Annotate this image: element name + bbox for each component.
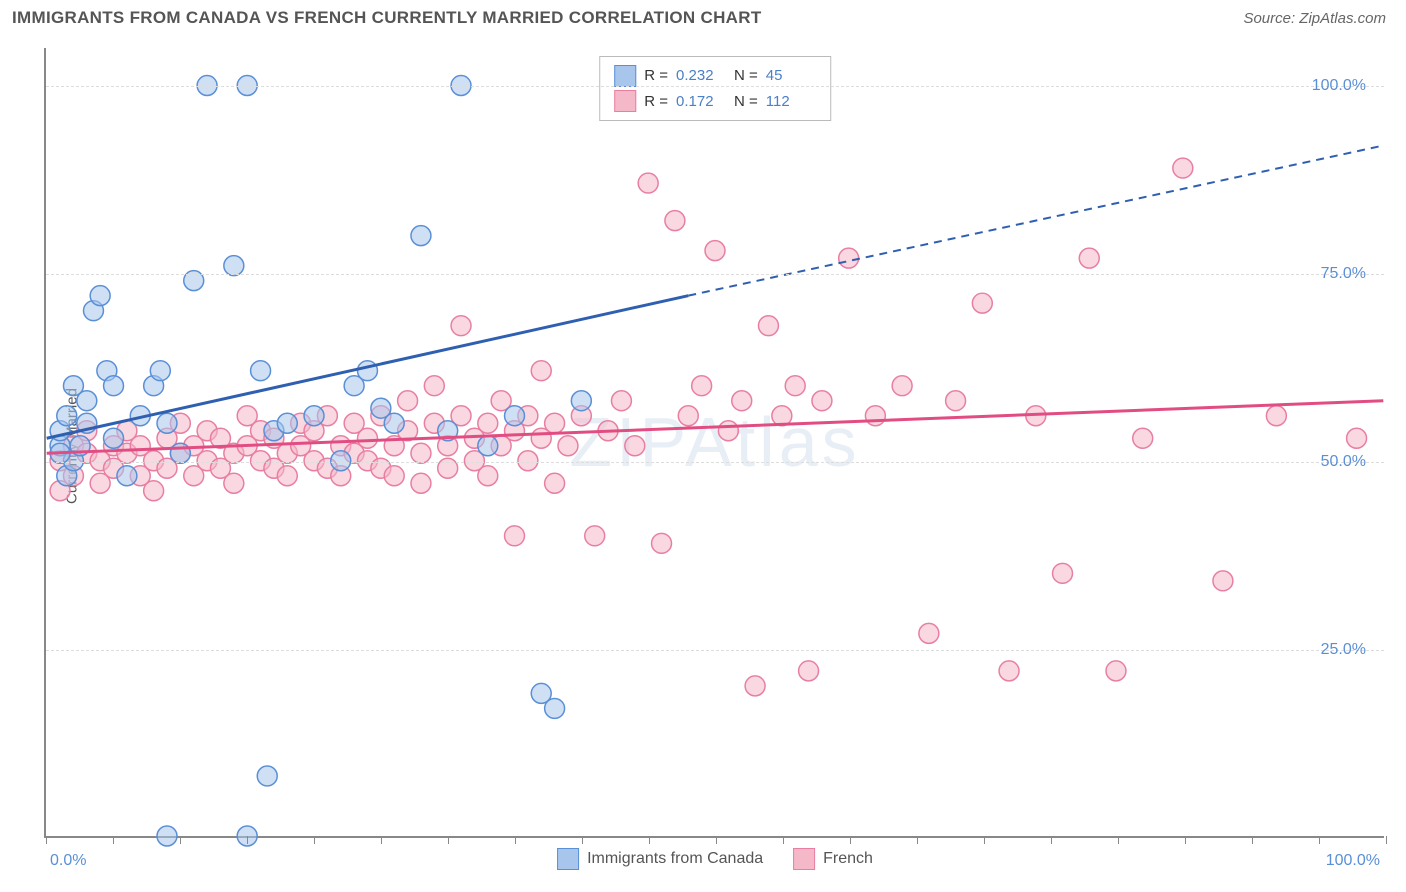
- legend-swatch-icon: [614, 90, 636, 112]
- x-axis-max-label: 100.0%: [1326, 852, 1380, 870]
- data-point: [277, 466, 297, 486]
- x-axis-min-label: 0.0%: [50, 852, 86, 870]
- y-tick-label: 25.0%: [1321, 641, 1366, 659]
- chart-source: Source: ZipAtlas.com: [1243, 10, 1386, 27]
- series-legend: Immigrants from Canada French: [557, 848, 873, 870]
- data-point: [1266, 406, 1286, 426]
- data-point: [705, 241, 725, 261]
- data-point: [478, 466, 498, 486]
- data-point: [758, 316, 778, 336]
- data-point: [1133, 428, 1153, 448]
- data-point: [505, 406, 525, 426]
- data-point: [90, 286, 110, 306]
- correlation-legend: R = 0.232 N = 45 R = 0.172 N = 112: [599, 56, 831, 121]
- data-point: [1347, 428, 1367, 448]
- data-point: [411, 443, 431, 463]
- data-point: [545, 698, 565, 718]
- legend-item-series1: Immigrants from Canada: [557, 848, 763, 870]
- data-point: [892, 376, 912, 396]
- data-point: [1079, 248, 1099, 268]
- data-point: [224, 473, 244, 493]
- data-point: [518, 451, 538, 471]
- data-point: [946, 391, 966, 411]
- data-point: [384, 466, 404, 486]
- data-point: [104, 428, 124, 448]
- data-point: [505, 526, 525, 546]
- scatter-plot-svg: [46, 48, 1384, 836]
- legend-swatch-icon: [793, 848, 815, 870]
- data-point: [1213, 571, 1233, 591]
- legend-n-value: 112: [766, 89, 816, 115]
- data-point: [424, 376, 444, 396]
- data-point: [1053, 563, 1073, 583]
- data-point: [358, 361, 378, 381]
- legend-label: Immigrants from Canada: [587, 850, 763, 868]
- data-point: [718, 421, 738, 441]
- data-point: [358, 428, 378, 448]
- legend-r-label: R =: [644, 89, 668, 115]
- data-point: [678, 406, 698, 426]
- data-point: [571, 391, 591, 411]
- legend-item-series2: French: [793, 848, 873, 870]
- data-point: [304, 406, 324, 426]
- chart-title: IMMIGRANTS FROM CANADA VS FRENCH CURRENT…: [12, 8, 762, 28]
- data-point: [277, 413, 297, 433]
- data-point: [785, 376, 805, 396]
- data-point: [104, 376, 124, 396]
- data-point: [157, 413, 177, 433]
- data-point: [251, 361, 271, 381]
- data-point: [545, 413, 565, 433]
- data-point: [478, 436, 498, 456]
- data-point: [150, 361, 170, 381]
- data-point: [411, 226, 431, 246]
- data-point: [625, 436, 645, 456]
- data-point: [451, 316, 471, 336]
- data-point: [478, 413, 498, 433]
- y-tick-label: 75.0%: [1321, 265, 1366, 283]
- data-point: [638, 173, 658, 193]
- legend-label: French: [823, 850, 873, 868]
- data-point: [411, 473, 431, 493]
- data-point: [384, 413, 404, 433]
- data-point: [972, 293, 992, 313]
- legend-n-label: N =: [734, 89, 758, 115]
- data-point: [799, 661, 819, 681]
- data-point: [919, 623, 939, 643]
- data-point: [665, 211, 685, 231]
- data-point: [531, 361, 551, 381]
- legend-swatch-icon: [614, 65, 636, 87]
- data-point: [144, 481, 164, 501]
- data-point: [257, 766, 277, 786]
- data-point: [224, 256, 244, 276]
- data-point: [585, 526, 605, 546]
- data-point: [77, 391, 97, 411]
- data-point: [999, 661, 1019, 681]
- data-point: [1173, 158, 1193, 178]
- data-point: [57, 406, 77, 426]
- data-point: [1106, 661, 1126, 681]
- data-point: [545, 473, 565, 493]
- data-point: [117, 466, 137, 486]
- data-point: [331, 451, 351, 471]
- data-point: [398, 391, 418, 411]
- data-point: [611, 391, 631, 411]
- data-point: [652, 533, 672, 553]
- y-tick-label: 50.0%: [1321, 453, 1366, 471]
- legend-r-value: 0.172: [676, 89, 726, 115]
- data-point: [692, 376, 712, 396]
- data-point: [865, 406, 885, 426]
- chart-area: ZIPAtlas R = 0.232 N = 45 R = 0.172 N = …: [44, 48, 1384, 838]
- legend-swatch-icon: [557, 848, 579, 870]
- trend-line: [47, 296, 689, 439]
- data-point: [157, 826, 177, 846]
- data-point: [732, 391, 752, 411]
- data-point: [812, 391, 832, 411]
- data-point: [745, 676, 765, 696]
- y-tick-label: 100.0%: [1312, 77, 1366, 95]
- data-point: [839, 248, 859, 268]
- data-point: [558, 436, 578, 456]
- legend-row-series2: R = 0.172 N = 112: [614, 89, 816, 115]
